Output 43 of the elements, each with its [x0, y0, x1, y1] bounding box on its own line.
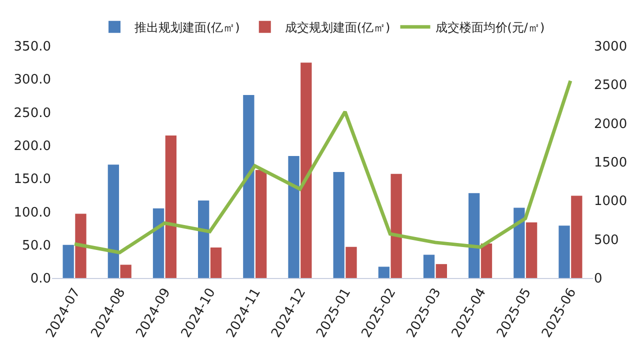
bar	[300, 62, 312, 278]
bar	[558, 226, 570, 278]
bar	[526, 222, 538, 278]
y2-tick-label: 2000	[594, 116, 628, 132]
bar	[243, 95, 254, 278]
legend-label: 推出规划建面(亿㎡)	[134, 20, 240, 35]
y2-tick-label: 500	[594, 232, 619, 248]
y-tick-label: 100.0	[14, 205, 51, 220]
bar	[390, 174, 402, 278]
y-tick-label: 150.0	[14, 172, 51, 188]
bar	[423, 254, 435, 278]
bar	[514, 208, 525, 278]
bar	[255, 170, 267, 278]
legend-label: 成交楼面均价(元/㎡)	[435, 20, 545, 35]
y-tick-label: 300.0	[14, 72, 51, 88]
bar	[108, 164, 120, 278]
bar	[62, 244, 74, 278]
bar	[436, 264, 447, 278]
y2-tick-label: 1500	[594, 156, 628, 171]
y-tick-label: 250.0	[14, 106, 51, 121]
bar	[346, 246, 357, 278]
y-tick-label: 50.0	[22, 238, 51, 254]
y2-tick-label: 2500	[594, 78, 628, 94]
y2-tick-label: 1000	[594, 194, 628, 210]
bar	[571, 196, 582, 278]
y2-tick-label: 3000	[594, 40, 628, 55]
bar	[480, 244, 492, 278]
y-tick-label: 0.0	[30, 272, 51, 287]
line-series	[72, 79, 572, 254]
bar	[75, 214, 86, 278]
y-tick-label: 350.0	[14, 40, 51, 55]
bar	[152, 208, 164, 278]
legend-label: 成交规划建面(亿㎡)	[284, 20, 390, 35]
bar	[288, 156, 300, 278]
bar	[210, 248, 222, 278]
bar	[165, 135, 176, 278]
y2-tick-label: 0	[594, 272, 602, 287]
bar	[378, 266, 390, 278]
bar	[198, 200, 210, 278]
bar	[468, 193, 480, 278]
bar	[333, 172, 344, 278]
y-tick-label: 200.0	[14, 138, 51, 154]
bar	[120, 264, 132, 278]
